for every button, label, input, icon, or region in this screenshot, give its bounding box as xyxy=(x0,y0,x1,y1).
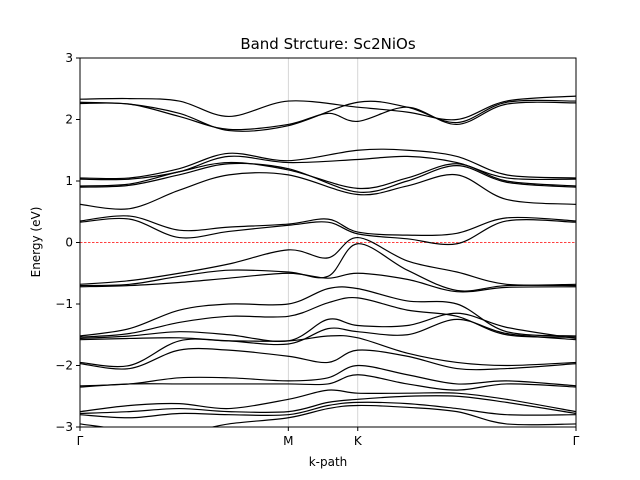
band-line-20 xyxy=(80,364,576,387)
band-line-17 xyxy=(80,318,576,346)
band-line-19 xyxy=(80,347,576,371)
y-tick-label: −2 xyxy=(55,359,73,373)
band-line-18 xyxy=(80,334,576,368)
y-tick-label: 1 xyxy=(65,174,73,188)
y-axis: −3 −2 −1 0 1 2 3 xyxy=(55,51,80,434)
x-tick-label: K xyxy=(354,434,363,448)
y-tick-label: 2 xyxy=(65,113,73,127)
band-line-9 xyxy=(80,215,576,236)
band-line-21 xyxy=(80,374,576,391)
band-line-8 xyxy=(80,172,576,210)
band-line-23 xyxy=(80,395,576,415)
band-line-10 xyxy=(80,217,576,246)
band-line-6 xyxy=(80,161,576,190)
band-line-1 xyxy=(80,95,576,121)
y-tick-label: −3 xyxy=(55,420,73,434)
y-axis-label: Energy (eV) xyxy=(29,207,43,278)
band-line-14 xyxy=(80,286,576,337)
band-line-22 xyxy=(80,389,576,413)
x-tick-label: Γ xyxy=(77,434,84,448)
band-line-5 xyxy=(80,155,576,181)
band-line-2 xyxy=(80,99,576,132)
y-tick-label: −1 xyxy=(55,297,73,311)
y-tick-label: 0 xyxy=(65,236,73,250)
band-line-13 xyxy=(80,272,576,293)
band-line-11 xyxy=(80,236,576,286)
band-line-12 xyxy=(80,243,576,292)
band-line-7 xyxy=(80,162,576,193)
band-line-25 xyxy=(80,404,576,427)
y-tick-label: 3 xyxy=(65,51,73,65)
band-line-15 xyxy=(80,296,576,338)
band-line-16 xyxy=(80,312,576,343)
band-line-4 xyxy=(80,148,576,180)
band-line-3 xyxy=(80,101,576,131)
x-axis-label: k-path xyxy=(309,455,348,469)
chart-title: Band Strcture: Sc2NiOs xyxy=(240,35,416,53)
plot-area xyxy=(80,58,576,427)
x-tick-label: Γ xyxy=(573,434,580,448)
x-tick-label: M xyxy=(283,434,293,448)
band-line-24 xyxy=(80,401,576,419)
